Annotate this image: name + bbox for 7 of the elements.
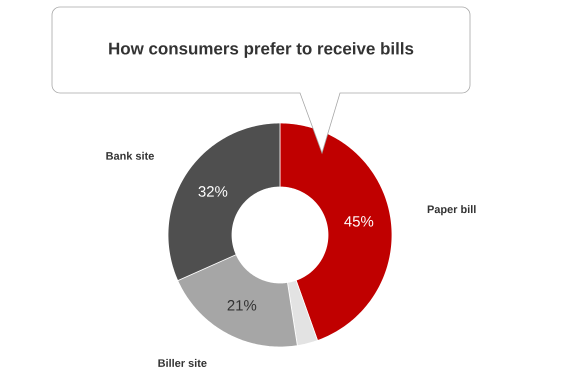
slice-label: Bank site [106,152,154,160]
data-label: 21% [228,300,256,310]
chart-title: How consumers prefer to receive bills [109,42,414,58]
slice-label: Biller site [158,358,207,367]
data-label: 45% [344,216,374,226]
data-label: 32% [198,186,228,197]
slice-label: Paper bill [428,204,476,216]
